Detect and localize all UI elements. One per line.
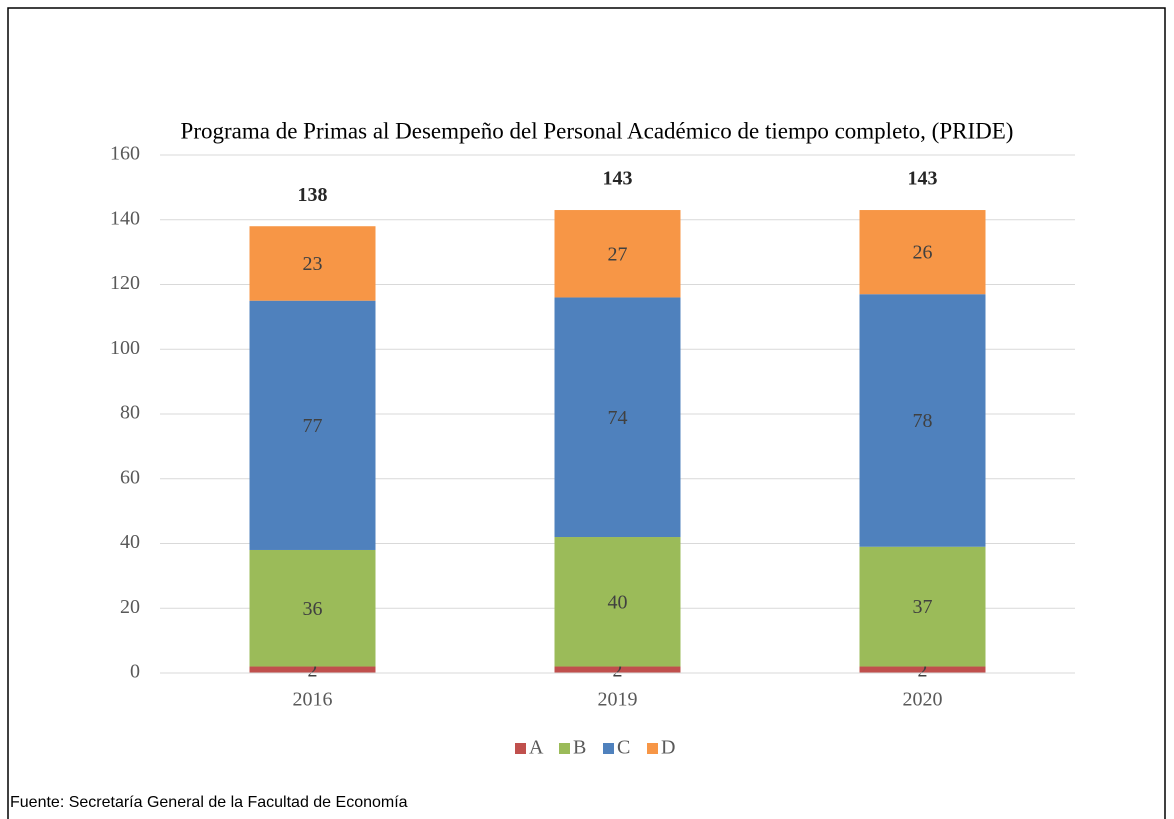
data-label: 78 (913, 410, 933, 432)
data-label: 27 (608, 243, 628, 265)
bar-segment (249, 549, 376, 667)
bar-segment (859, 210, 986, 295)
bar-segment (554, 210, 681, 298)
data-label: 2 (613, 659, 623, 681)
legend-swatch (515, 743, 526, 754)
y-tick-label: 140 (110, 207, 140, 229)
bar-segment (859, 666, 986, 673)
bar-segment (554, 297, 681, 538)
y-tick-label: 160 (110, 143, 140, 165)
total-label: 143 (603, 168, 633, 190)
bar-segment (249, 300, 376, 550)
data-label: 37 (913, 596, 933, 618)
bar-segment (554, 537, 681, 667)
data-label: 77 (303, 415, 323, 437)
y-tick-label: 20 (120, 596, 140, 618)
x-tick-label: 2020 (903, 689, 943, 711)
x-tick-label: 2019 (598, 689, 638, 711)
total-label: 143 (908, 168, 938, 190)
bar-segment (554, 666, 681, 673)
bar-segment (859, 546, 986, 667)
y-tick-label: 100 (110, 337, 140, 359)
legend-swatch (603, 743, 614, 754)
x-tick-label: 2016 (293, 689, 333, 711)
bar-segment (249, 666, 376, 673)
bar-segment (859, 294, 986, 547)
footnote: Fuente: Secretaría General de la Faculta… (10, 794, 408, 811)
data-label: 40 (608, 591, 628, 613)
chart-title: Programa de Primas al Desempeño del Pers… (181, 118, 1014, 143)
data-label: 36 (303, 598, 323, 620)
frame (7, 7, 1166, 819)
bar-segment (249, 226, 376, 301)
data-label: 2 (918, 659, 928, 681)
legend-label: D (661, 737, 675, 759)
legend-label: A (529, 737, 544, 759)
y-tick-label: 40 (120, 531, 140, 553)
legend-swatch (647, 743, 658, 754)
legend-label: B (573, 737, 586, 759)
y-tick-label: 120 (110, 272, 140, 294)
data-label: 2 (308, 659, 318, 681)
data-label: 74 (608, 407, 628, 429)
y-tick-label: 80 (120, 402, 140, 424)
data-label: 23 (303, 253, 323, 275)
y-tick-label: 60 (120, 466, 140, 488)
y-tick-label: 0 (130, 661, 140, 683)
legend-label: C (617, 737, 630, 759)
data-label: 26 (913, 242, 933, 264)
legend-swatch (559, 743, 570, 754)
total-label: 138 (298, 184, 328, 206)
